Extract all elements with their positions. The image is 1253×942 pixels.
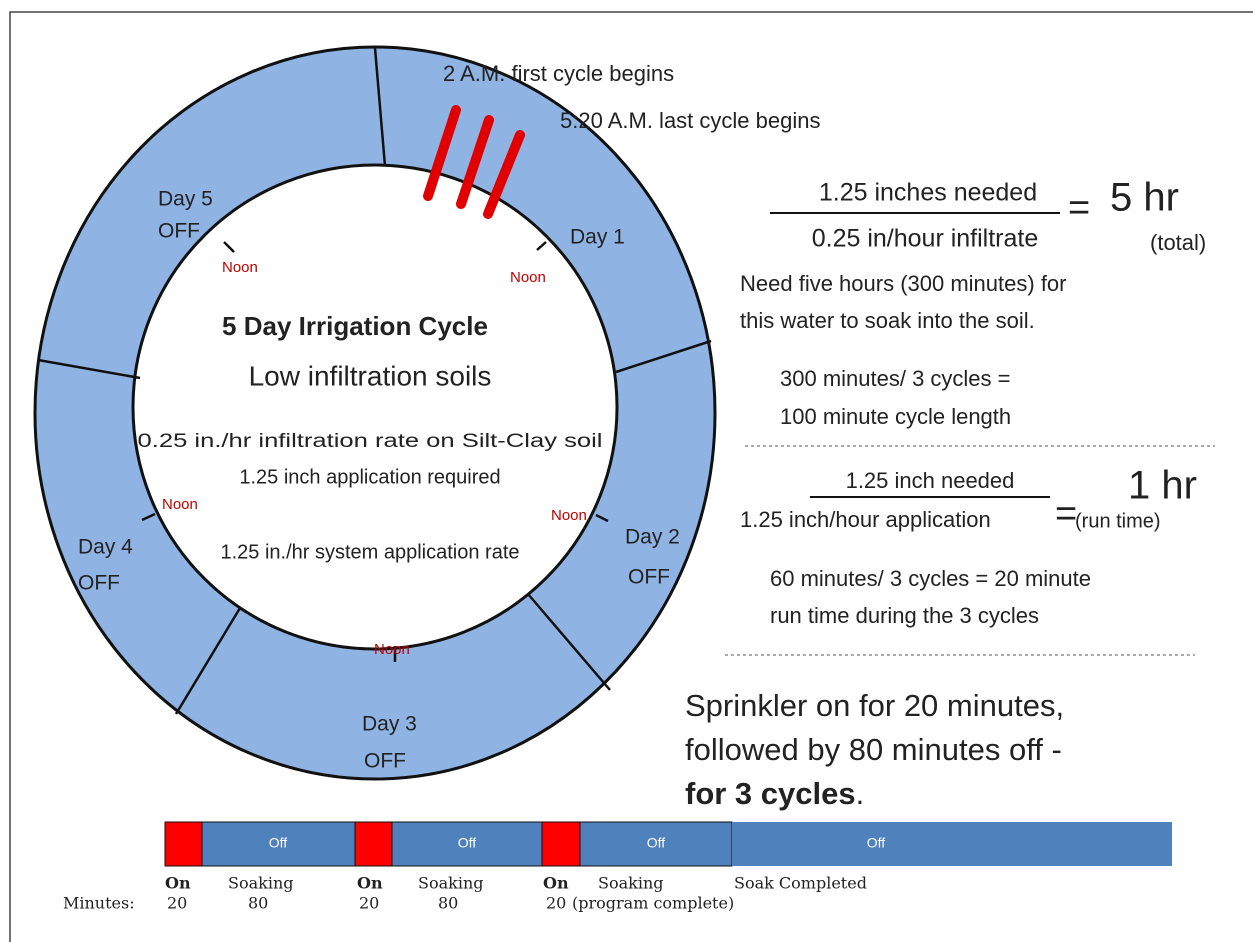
result-note: (run time) <box>1075 510 1161 532</box>
label-top: Soak Completed <box>734 874 867 893</box>
day-status: OFF <box>158 220 200 243</box>
noon-label: Noon <box>374 641 410 658</box>
explanation: run time during the 3 cycles <box>770 603 1039 628</box>
denominator: 1.25 inch/hour application <box>740 507 991 532</box>
ring-detail: 0.25 in./hr infiltration rate on Silt-Cl… <box>138 431 603 452</box>
label-top: On <box>543 874 569 893</box>
segment-label: Off <box>647 835 666 851</box>
on-segment <box>354 821 393 867</box>
day-status: OFF <box>78 572 120 595</box>
label-top: Soaking <box>418 874 484 893</box>
explanation: this water to soak into the soil. <box>740 308 1035 333</box>
label-top: Soaking <box>598 874 664 893</box>
label-top: On <box>357 874 383 893</box>
noon-label: Noon <box>510 269 546 286</box>
summary-bold: for 3 cycles <box>685 776 856 811</box>
label-bottom: 20 <box>167 894 187 913</box>
off-segment <box>391 821 543 867</box>
day-label: Day 2 <box>625 526 680 549</box>
frame <box>9 11 1253 942</box>
ring-title: 5 Day Irrigation Cycle <box>222 311 488 341</box>
numerator: 1.25 inches needed <box>819 179 1037 207</box>
off-segment <box>201 821 356 867</box>
day-label: Day 1 <box>570 226 625 249</box>
summary: followed by 80 minutes off - <box>685 732 1062 767</box>
label-bottom: 20 <box>546 894 566 913</box>
result-note: (total) <box>1150 230 1206 255</box>
equals: = <box>1055 493 1077 535</box>
noon-label: Noon <box>162 496 198 513</box>
cycle-marks <box>423 105 525 219</box>
noon-label: Noon <box>222 259 258 276</box>
denominator: 0.25 in/hour infiltrate <box>812 225 1039 253</box>
label-top: On <box>165 874 191 893</box>
result: 1 hr <box>1128 464 1197 508</box>
ring-inner <box>131 163 619 651</box>
day-label: Day 5 <box>158 188 213 211</box>
day-dividers <box>37 47 712 715</box>
ring-detail: 1.25 inch application required <box>239 466 500 488</box>
explanation: Need five hours (300 minutes) for <box>740 271 1067 296</box>
ring-detail: 1.25 in./hr system application rate <box>220 541 519 563</box>
result: 5 hr <box>1110 176 1179 220</box>
row-label: Minutes: <box>63 894 135 913</box>
annotation: 2 A.M. first cycle begins <box>443 61 674 86</box>
day-label: Day 3 <box>362 713 417 736</box>
summary: Sprinkler on for 20 minutes, <box>685 688 1064 723</box>
on-segment <box>164 821 203 867</box>
cycle-length: 100 minute cycle length <box>780 404 1011 429</box>
day-status: OFF <box>628 566 670 589</box>
segment-label: Off <box>269 835 288 851</box>
off-segment <box>732 822 1172 866</box>
annotation: 5:20 A.M. last cycle begins <box>560 108 820 133</box>
cycle-length: 300 minutes/ 3 cycles = <box>780 366 1011 391</box>
explanation: 60 minutes/ 3 cycles = 20 minute <box>770 566 1091 591</box>
timeline: Off Off Off Off <box>164 821 1172 867</box>
equals: = <box>1068 187 1090 229</box>
numerator: 1.25 inch needed <box>846 468 1015 493</box>
label-bottom: 80 <box>438 894 458 913</box>
on-segment <box>541 821 581 867</box>
day-label: Day 4 <box>78 536 133 559</box>
segment-label: Off <box>458 835 477 851</box>
timeline-labels: Minutes: On 20 Soaking 80 On 20 Soaking … <box>63 874 867 913</box>
noon-ticks <box>141 241 609 662</box>
ring-subtitle: Low infiltration soils <box>249 360 492 391</box>
day-status: OFF <box>364 750 406 773</box>
label-bottom: 20 <box>359 894 379 913</box>
summary: for 3 cycles. <box>685 776 864 811</box>
segment-label: Off <box>867 835 886 851</box>
label-bottom: (program complete) <box>572 894 734 913</box>
label-top: Soaking <box>228 874 294 893</box>
summary-end: . <box>856 776 865 811</box>
off-segment <box>579 821 733 867</box>
label-bottom: 80 <box>248 894 268 913</box>
noon-label: Noon <box>551 507 587 524</box>
